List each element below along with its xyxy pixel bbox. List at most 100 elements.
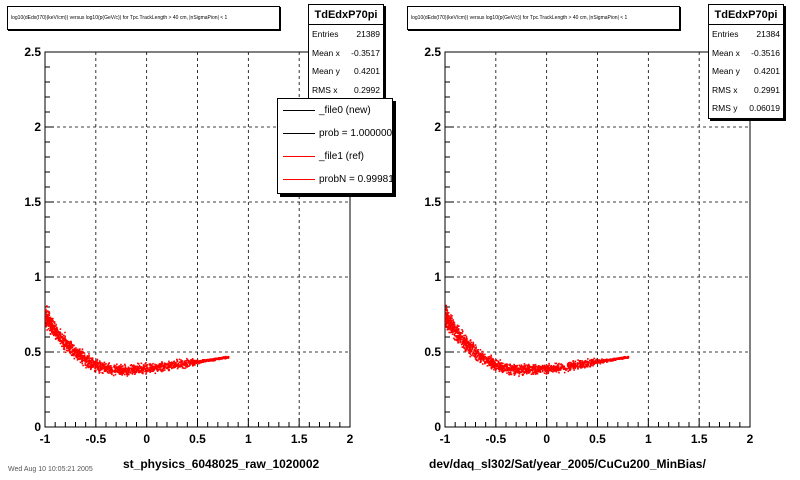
data-point — [62, 348, 65, 350]
data-point — [512, 369, 515, 371]
data-point — [449, 326, 452, 328]
data-point — [600, 360, 602, 363]
data-point — [472, 351, 475, 353]
data-point — [167, 363, 169, 365]
data-point — [575, 362, 577, 365]
data-point — [176, 359, 178, 361]
data-point — [477, 349, 479, 351]
data-point — [445, 322, 447, 325]
data-point — [81, 360, 83, 362]
data-point — [120, 369, 122, 372]
data-point — [456, 326, 458, 329]
data-point — [51, 323, 53, 325]
data-point — [509, 369, 512, 371]
data-point — [99, 365, 101, 367]
data-point — [608, 359, 611, 362]
data-point — [447, 315, 450, 317]
data-point — [470, 350, 473, 353]
data-point — [121, 371, 123, 374]
stats-label: RMS x — [312, 84, 338, 95]
data-point — [98, 372, 101, 374]
data-point — [567, 370, 569, 373]
data-point — [163, 365, 166, 368]
data-point — [81, 356, 84, 359]
data-point — [124, 364, 127, 367]
data-point — [45, 315, 48, 317]
data-point — [579, 360, 581, 363]
legend-box[interactable]: _file0 (new) prob = 1.000000 _file1 (ref… — [277, 98, 393, 194]
data-point — [482, 355, 485, 358]
data-point — [136, 369, 138, 372]
data-point — [573, 369, 575, 371]
x-tick-label: 1 — [645, 432, 652, 446]
legend-entry: prob = 1.000000 — [278, 122, 392, 145]
data-point — [506, 368, 508, 371]
data-point — [498, 364, 500, 367]
data-point — [94, 370, 96, 373]
data-point — [139, 371, 141, 373]
stats-box[interactable]: TdEdxP70pi Entries 21389 Mean x -0.3517 Me… — [308, 4, 384, 100]
data-point — [131, 371, 134, 373]
data-point — [529, 369, 531, 371]
data-point — [453, 337, 455, 340]
data-point — [577, 366, 579, 368]
data-point — [556, 364, 559, 367]
data-point — [494, 363, 496, 366]
data-point — [62, 338, 64, 341]
data-point — [485, 359, 488, 362]
data-point — [46, 305, 48, 307]
data-point — [52, 319, 54, 322]
data-point — [130, 368, 132, 370]
data-point — [126, 375, 129, 377]
data-point — [85, 356, 87, 358]
data-point — [571, 362, 574, 365]
data-point — [479, 359, 482, 361]
data-point — [479, 354, 481, 357]
data-point — [77, 358, 79, 360]
data-point — [65, 341, 68, 343]
data-point — [97, 362, 99, 365]
data-point — [569, 368, 572, 371]
data-point — [185, 362, 187, 365]
data-point — [46, 318, 49, 320]
data-point — [205, 360, 208, 362]
canvas-pad-right: log10(dEdx(I70)(keV/cm)) versus log10(p(… — [400, 0, 800, 480]
data-point — [488, 357, 490, 360]
data-point — [123, 371, 125, 374]
data-point — [66, 345, 68, 347]
data-point — [96, 364, 98, 367]
data-point — [187, 359, 189, 361]
data-point — [176, 367, 179, 370]
data-point — [453, 326, 455, 328]
data-point — [71, 346, 74, 349]
data-point — [219, 357, 221, 360]
data-point — [50, 326, 52, 328]
data-point — [508, 364, 511, 366]
data-point — [451, 322, 453, 325]
data-point — [450, 314, 452, 316]
data-point — [544, 366, 547, 369]
data-point — [144, 370, 146, 373]
data-point — [463, 340, 466, 342]
data-point — [142, 372, 144, 375]
data-point — [110, 365, 112, 367]
data-point — [586, 360, 588, 363]
data-point — [227, 357, 229, 359]
data-point — [480, 361, 482, 363]
data-point — [488, 358, 490, 361]
data-point — [59, 331, 61, 334]
data-point — [212, 360, 215, 362]
data-point — [449, 321, 452, 323]
data-point — [513, 374, 516, 376]
data-point — [576, 364, 579, 367]
data-point — [160, 368, 162, 370]
data-point — [45, 308, 47, 311]
data-point — [518, 370, 520, 372]
stats-box[interactable]: TdEdxP70pi Entries 21384 Mean x -0.3516 Me… — [708, 4, 784, 119]
data-point — [449, 316, 452, 319]
data-point — [500, 366, 502, 368]
data-point — [591, 364, 593, 366]
data-point — [83, 354, 86, 356]
data-point — [452, 320, 455, 323]
data-point — [465, 346, 467, 349]
